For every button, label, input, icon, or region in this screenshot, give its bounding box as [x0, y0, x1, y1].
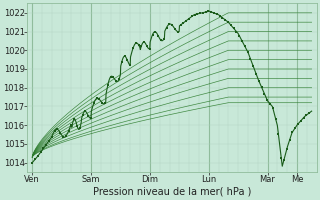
X-axis label: Pression niveau de la mer( hPa ): Pression niveau de la mer( hPa ) — [93, 187, 251, 197]
